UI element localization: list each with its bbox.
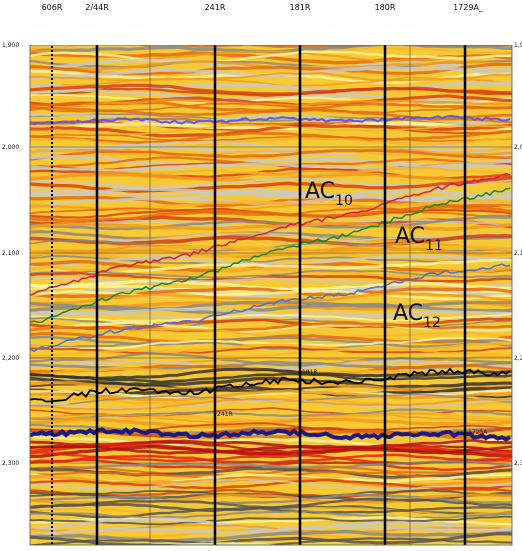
depth-label: 2,200 [514, 355, 522, 362]
well-label: 180R [375, 3, 396, 12]
depth-label: 2,300 [2, 460, 19, 467]
depth-label: 2,100 [514, 250, 522, 257]
section-label: 181R [302, 369, 318, 376]
section-label: 241R [217, 411, 233, 418]
well-label: 241R [205, 3, 226, 12]
header-band [0, 20, 522, 45]
well-label: 1729A_ [453, 3, 484, 12]
depth-label: 1,900 [514, 42, 522, 49]
well-label: 606R [42, 3, 63, 12]
depth-label: 1,900 [2, 42, 19, 49]
depth-label: 2,000 [514, 144, 522, 151]
depth-label: 2,300 [514, 460, 522, 467]
seismic-section: 606R 2/44R 241R 181R 180R 1729A_ AC10 AC… [0, 0, 522, 551]
well-label: 181R [290, 3, 311, 12]
depth-label: 2,000 [2, 144, 19, 151]
depth-label: 2,100 [2, 250, 19, 257]
section-label: 1725A [468, 429, 488, 436]
depth-label: 2,200 [2, 355, 19, 362]
well-label: 2/44R [85, 3, 109, 12]
